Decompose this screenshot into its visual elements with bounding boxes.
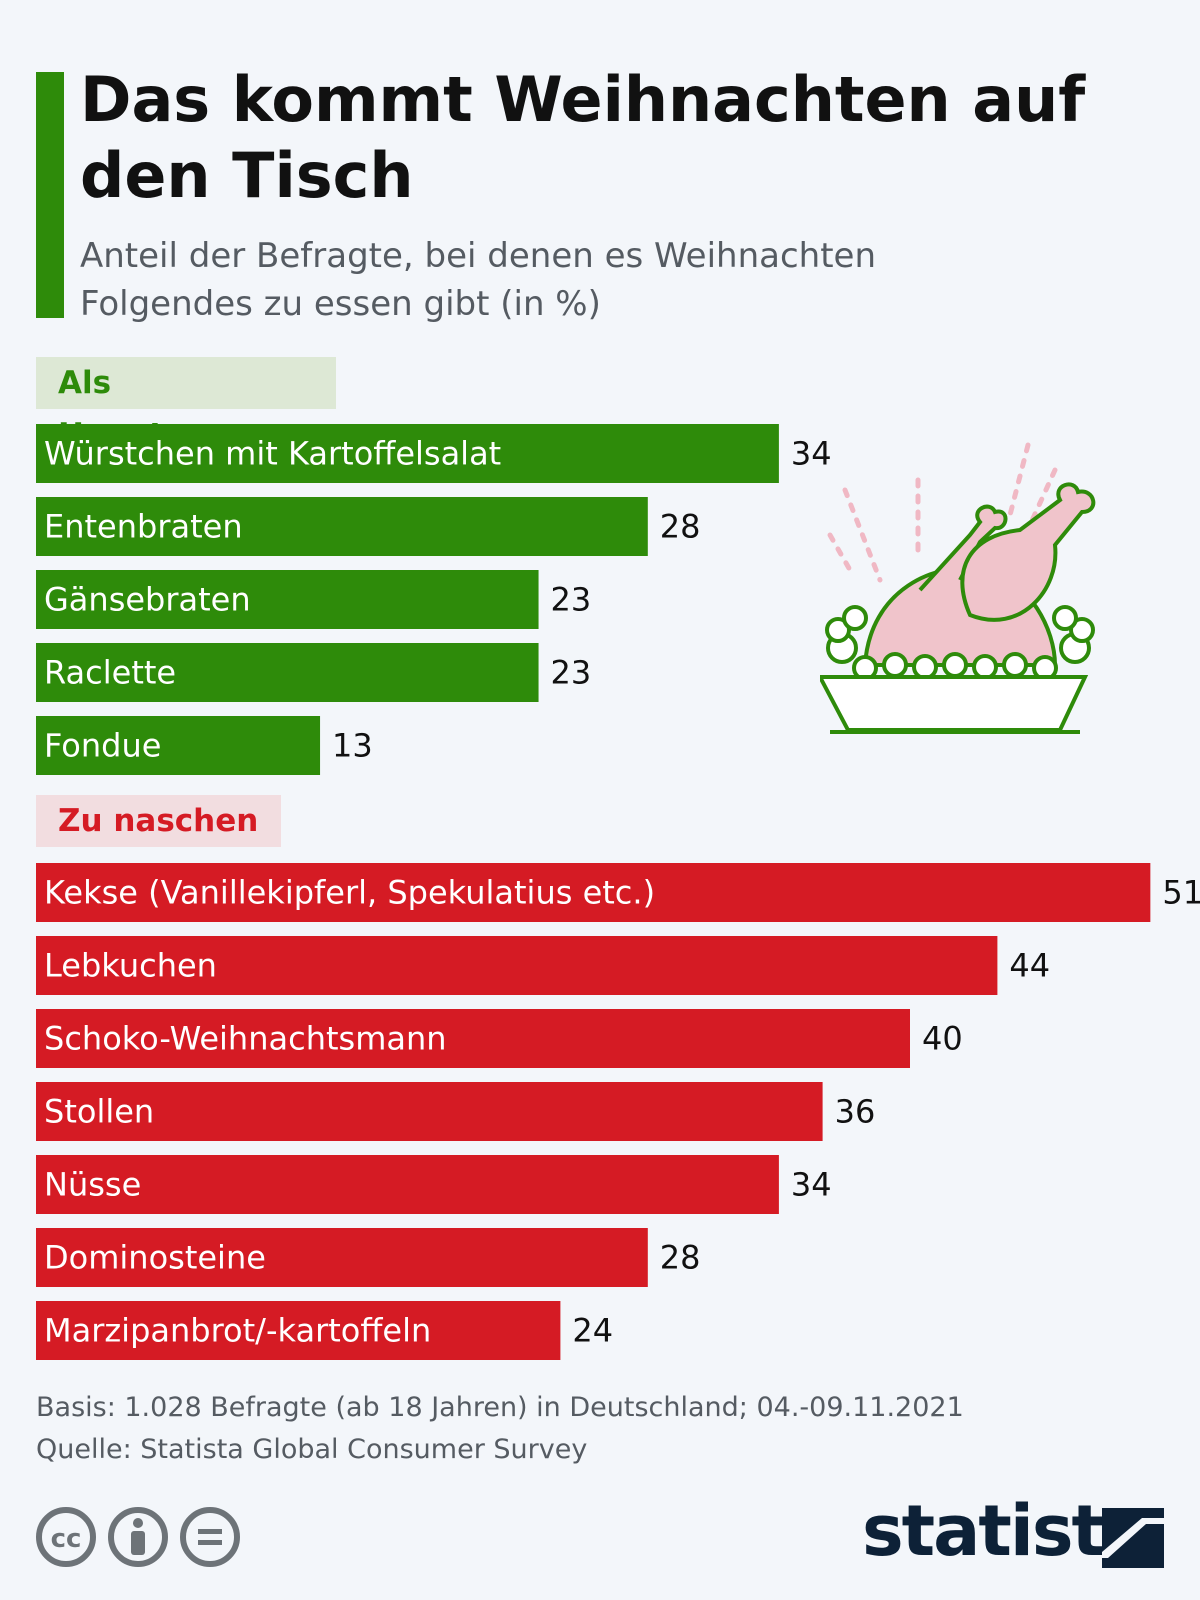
cc-icon: cc [36,1507,96,1567]
bar-value-label: 28 [660,508,701,546]
bar-category-label: Lebkuchen [44,947,217,985]
bar-1-0 [36,863,1151,922]
bar-value-label: 40 [922,1020,963,1058]
bar-0-1 [36,497,648,556]
bar-0-2 [36,570,539,629]
bar-category-label: Gänsebraten [44,581,251,619]
bar-1-1 [36,936,998,995]
bar-1-4 [36,1155,779,1214]
footnote-source: Quelle: Statista Global Consumer Survey [36,1434,588,1465]
bar-category-label: Raclette [44,654,176,692]
bar-value-label: 23 [551,581,592,619]
svg-text:cc: cc [51,1524,82,1554]
bar-value-label: 24 [572,1312,613,1350]
bar-value-label: 51 [1162,874,1200,912]
bar-1-5 [36,1228,648,1287]
bar-value-label: 34 [791,435,832,473]
attribution-icon [108,1507,168,1567]
bar-0-0 [36,424,779,483]
page-title: Das kommt Weihnachten auf den Tisch [80,63,1086,212]
bar-value-label: 13 [332,727,373,765]
bar-0-4 [36,716,321,775]
no-derivatives-icon [180,1507,240,1567]
bar-category-label: Entenbraten [44,508,243,546]
title-accent-bar [36,72,64,318]
bar-category-label: Würstchen mit Kartoffelsalat [44,435,501,473]
page-subtitle: Anteil der Befragte, bei denen es Weihna… [80,236,876,324]
bar-category-label: Fondue [44,727,161,765]
bar-1-2 [36,1009,910,1068]
bar-value-label: 34 [791,1166,832,1204]
bar-1-3 [36,1082,823,1141]
bar-value-label: 36 [835,1093,876,1131]
bar-category-label: Dominosteine [44,1239,266,1277]
bar-category-label: Nüsse [44,1166,141,1204]
bar-1-6 [36,1301,561,1360]
bar-category-label: Marzipanbrot/-kartoffeln [44,1312,431,1350]
section-label-snacks: Zu naschen [36,795,281,847]
bar-category-label: Schoko-Weihnachtsmann [44,1020,447,1058]
bar-value-label: 28 [660,1239,701,1277]
license-icons: cc [36,1507,240,1567]
bar-category-label: Kekse (Vanillekipferl, Spekulatius etc.) [44,874,655,912]
bar-category-label: Stollen [44,1093,154,1131]
bar-value-label: 23 [551,654,592,692]
statista-logo-icon [1102,1508,1164,1568]
bar-0-3 [36,643,539,702]
bar-chart: Würstchen mit Kartoffelsalat 34 Entenbrate… [36,424,1200,1360]
roast-chicken-icon [820,442,1096,734]
footnote-basis: Basis: 1.028 Befragte (ab 18 Jahren) in … [36,1392,964,1423]
bar-value-label: 44 [1009,947,1050,985]
